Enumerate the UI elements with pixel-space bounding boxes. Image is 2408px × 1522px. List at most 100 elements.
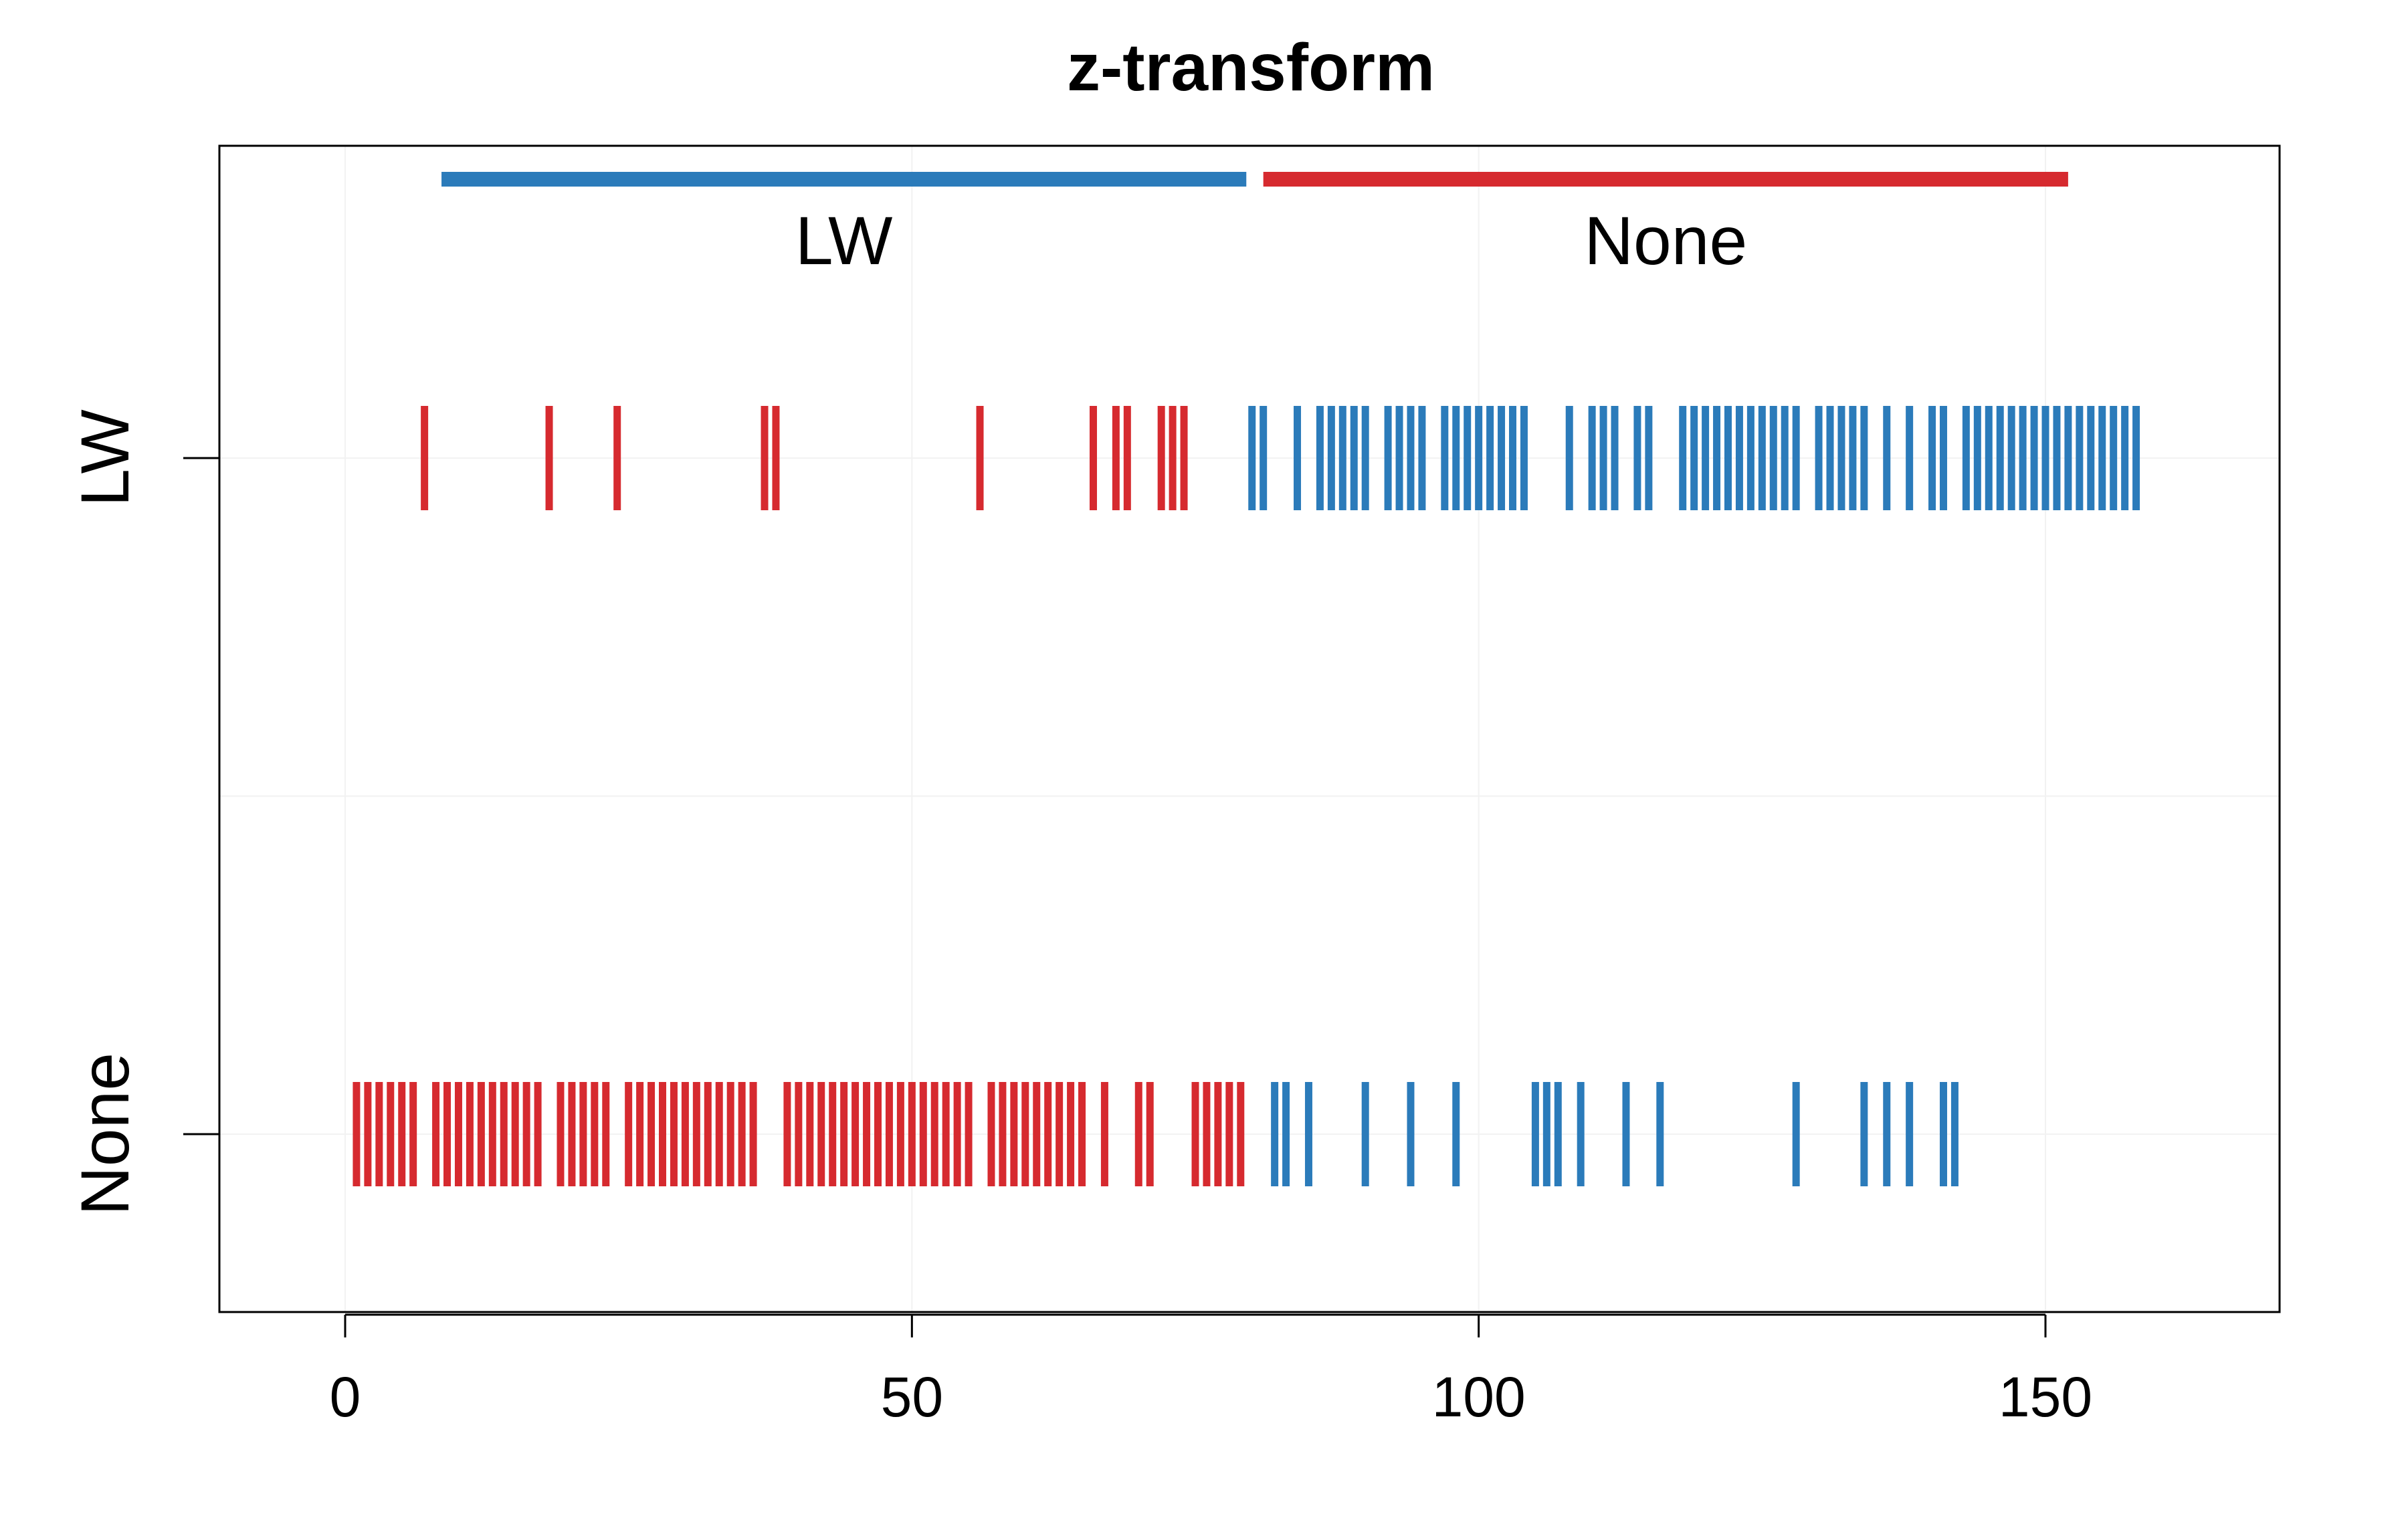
y-tick-label-0: LW bbox=[67, 409, 143, 506]
mark-none-red-37 bbox=[829, 1082, 837, 1186]
mark-lw-blue-3 bbox=[1316, 406, 1324, 510]
mark-none-red-40 bbox=[863, 1082, 871, 1186]
mark-lw-blue-1 bbox=[1260, 406, 1268, 510]
mark-lw-blue-0 bbox=[1248, 406, 1256, 510]
mark-lw-blue-13 bbox=[1452, 406, 1460, 510]
mark-none-red-45 bbox=[919, 1082, 927, 1186]
mark-lw-red-8 bbox=[1123, 406, 1131, 510]
x-tick-label-0: 0 bbox=[330, 1366, 361, 1428]
mark-lw-blue-9 bbox=[1395, 406, 1403, 510]
mark-none-red-25 bbox=[670, 1082, 678, 1186]
mark-lw-blue-24 bbox=[1633, 406, 1641, 510]
mark-lw-blue-50 bbox=[2007, 406, 2015, 510]
mark-none-red-62 bbox=[1191, 1082, 1199, 1186]
mark-lw-blue-47 bbox=[1973, 406, 1981, 510]
mark-lw-red-4 bbox=[772, 406, 780, 510]
mark-lw-blue-30 bbox=[1724, 406, 1732, 510]
mark-lw-blue-53 bbox=[2041, 406, 2049, 510]
mark-none-red-44 bbox=[908, 1082, 916, 1186]
mark-none-red-30 bbox=[726, 1082, 734, 1186]
mark-none-red-61 bbox=[1146, 1082, 1154, 1186]
mark-lw-blue-41 bbox=[1860, 406, 1868, 510]
mark-none-red-12 bbox=[500, 1082, 508, 1186]
mark-none-red-33 bbox=[783, 1082, 791, 1186]
mark-none-red-22 bbox=[636, 1082, 644, 1186]
mark-none-red-24 bbox=[659, 1082, 667, 1186]
mark-lw-blue-55 bbox=[2064, 406, 2072, 510]
mark-none-red-56 bbox=[1056, 1082, 1064, 1186]
mark-none-blue-5 bbox=[1452, 1082, 1460, 1186]
mark-lw-blue-14 bbox=[1464, 406, 1472, 510]
mark-none-red-11 bbox=[488, 1082, 496, 1186]
y-tick-label-1: None bbox=[67, 1053, 143, 1216]
mark-none-blue-7 bbox=[1542, 1082, 1550, 1186]
mark-none-red-50 bbox=[987, 1082, 995, 1186]
mark-none-red-38 bbox=[840, 1082, 848, 1186]
mark-lw-blue-33 bbox=[1758, 406, 1766, 510]
mark-lw-blue-49 bbox=[1996, 406, 2004, 510]
mark-none-red-35 bbox=[806, 1082, 814, 1186]
mark-lw-red-10 bbox=[1169, 406, 1177, 510]
mark-none-red-1 bbox=[364, 1082, 372, 1186]
mark-lw-blue-2 bbox=[1294, 406, 1302, 510]
mark-none-blue-12 bbox=[1792, 1082, 1800, 1186]
mark-none-red-16 bbox=[557, 1082, 565, 1186]
mark-lw-blue-40 bbox=[1849, 406, 1857, 510]
mark-lw-blue-38 bbox=[1826, 406, 1834, 510]
mark-lw-blue-42 bbox=[1883, 406, 1891, 510]
mark-none-red-53 bbox=[1021, 1082, 1029, 1186]
mark-none-red-3 bbox=[387, 1082, 395, 1186]
mark-none-blue-9 bbox=[1577, 1082, 1585, 1186]
mark-lw-blue-54 bbox=[2053, 406, 2061, 510]
mark-lw-blue-27 bbox=[1690, 406, 1698, 510]
mark-none-red-15 bbox=[534, 1082, 542, 1186]
mark-none-red-20 bbox=[602, 1082, 610, 1186]
mark-lw-blue-45 bbox=[1939, 406, 1947, 510]
mark-none-red-66 bbox=[1237, 1082, 1245, 1186]
mark-lw-blue-17 bbox=[1498, 406, 1506, 510]
mark-none-red-10 bbox=[477, 1082, 485, 1186]
mark-lw-blue-22 bbox=[1599, 406, 1607, 510]
mark-none-red-18 bbox=[579, 1082, 587, 1186]
mark-none-red-59 bbox=[1100, 1082, 1108, 1186]
mark-lw-blue-37 bbox=[1815, 406, 1823, 510]
mark-none-red-21 bbox=[625, 1082, 633, 1186]
mark-lw-blue-21 bbox=[1588, 406, 1596, 510]
mark-lw-blue-31 bbox=[1735, 406, 1743, 510]
mark-lw-blue-29 bbox=[1713, 406, 1721, 510]
mark-none-red-32 bbox=[749, 1082, 757, 1186]
mark-none-red-29 bbox=[715, 1082, 723, 1186]
x-tick-label-1: 50 bbox=[881, 1366, 943, 1428]
mark-none-red-17 bbox=[568, 1082, 576, 1186]
mark-none-blue-3 bbox=[1361, 1082, 1369, 1186]
mark-lw-blue-61 bbox=[2132, 406, 2140, 510]
group-bars: LW None bbox=[441, 172, 2068, 279]
mark-none-red-31 bbox=[738, 1082, 746, 1186]
group-label-1: None bbox=[1584, 203, 1747, 279]
mark-none-red-13 bbox=[511, 1082, 519, 1186]
mark-none-red-9 bbox=[466, 1082, 474, 1186]
mark-lw-blue-6 bbox=[1350, 406, 1358, 510]
group-label-0: LW bbox=[795, 203, 892, 279]
mark-lw-blue-34 bbox=[1769, 406, 1777, 510]
mark-none-blue-6 bbox=[1531, 1082, 1539, 1186]
barcode-marks bbox=[353, 406, 2140, 1186]
mark-none-red-28 bbox=[704, 1082, 712, 1186]
mark-none-red-65 bbox=[1225, 1082, 1233, 1186]
mark-none-red-63 bbox=[1203, 1082, 1211, 1186]
mark-lw-red-6 bbox=[1089, 406, 1097, 510]
mark-lw-blue-59 bbox=[2110, 406, 2118, 510]
mark-none-red-48 bbox=[953, 1082, 961, 1186]
mark-none-blue-17 bbox=[1950, 1082, 1959, 1186]
mark-lw-red-11 bbox=[1180, 406, 1188, 510]
mark-lw-blue-20 bbox=[1565, 406, 1573, 510]
mark-lw-blue-15 bbox=[1475, 406, 1483, 510]
mark-none-red-8 bbox=[454, 1082, 462, 1186]
mark-none-blue-15 bbox=[1906, 1082, 1914, 1186]
mark-lw-red-9 bbox=[1157, 406, 1165, 510]
mark-none-red-60 bbox=[1134, 1082, 1142, 1186]
mark-none-blue-0 bbox=[1271, 1082, 1279, 1186]
x-tick-label-3: 150 bbox=[1999, 1366, 2092, 1428]
mark-lw-blue-32 bbox=[1746, 406, 1754, 510]
mark-lw-blue-7 bbox=[1361, 406, 1369, 510]
